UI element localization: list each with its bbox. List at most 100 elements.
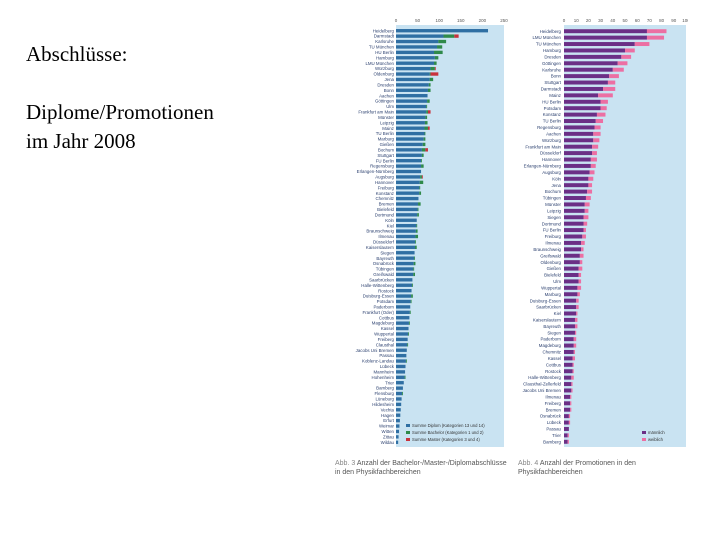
- bar-right: [567, 439, 569, 444]
- bar-right: [576, 298, 579, 303]
- category-label-left: TU Berlin: [376, 131, 395, 136]
- category-label-left: Mannheim: [374, 369, 395, 374]
- bar-right: [570, 394, 572, 399]
- bar-left: [415, 245, 417, 250]
- category-label-right: Ilmenau: [545, 394, 561, 399]
- category-label-right: Münster: [545, 202, 561, 207]
- bar-left: [421, 148, 426, 152]
- bar-right: [564, 42, 635, 47]
- bar-right: [576, 311, 578, 316]
- category-label-left: Bielefeld: [377, 207, 394, 212]
- category-label-left: Wuppertal: [374, 332, 394, 337]
- category-label-left: Lübeck: [380, 364, 395, 369]
- category-label-left: Trier: [385, 380, 394, 385]
- bar-left: [427, 110, 431, 114]
- bar-left: [396, 256, 415, 260]
- category-label-right: Wuppertal: [541, 285, 561, 290]
- category-label-left: Kaiserslautern: [366, 245, 395, 250]
- bar-right: [572, 369, 574, 374]
- bar-right: [564, 292, 578, 297]
- category-label-right: Ilmenau: [545, 241, 561, 246]
- bar-right: [574, 317, 578, 322]
- bar-right: [570, 407, 572, 412]
- bar-right: [646, 29, 667, 34]
- category-label-left: Jacobs Uni Bremen: [356, 348, 395, 353]
- bar-right: [564, 189, 588, 194]
- bar-left: [396, 223, 417, 228]
- bar-left: [419, 191, 422, 195]
- bar-right: [568, 414, 571, 419]
- bar-left: [419, 186, 421, 190]
- category-label-right: HU Berlin: [542, 99, 561, 104]
- category-label-left: Köln: [385, 218, 394, 223]
- category-label-left: Weimar: [379, 424, 395, 429]
- bar-left: [396, 131, 425, 136]
- slide-title: Abschlüsse: Diplome/Promotionen im Jahr …: [26, 40, 316, 156]
- category-label-right: Freiburg: [545, 234, 562, 239]
- bar-left: [415, 240, 416, 244]
- bar-right: [564, 176, 589, 181]
- bar-right: [564, 157, 591, 162]
- bar-left: [413, 267, 415, 271]
- bar-right: [594, 125, 601, 130]
- bar-right: [564, 125, 595, 130]
- category-label-right: Bamberg: [543, 439, 561, 444]
- bar-left: [411, 294, 413, 298]
- bar-right: [588, 176, 594, 181]
- category-label-right: FU Berlin: [543, 228, 562, 233]
- bar-left: [427, 99, 430, 103]
- bar-right: [564, 433, 568, 438]
- bar-left: [396, 72, 430, 76]
- bar-left: [438, 39, 447, 44]
- bar-left: [396, 121, 425, 125]
- category-label-right: Duisburg-Essen: [530, 298, 562, 303]
- category-label-left: Bremen: [379, 202, 395, 207]
- category-label-right: Ulm: [553, 279, 561, 284]
- bar-right: [564, 317, 575, 322]
- category-label-left: Hildesheim: [372, 402, 394, 407]
- category-label-left: Rostock: [378, 288, 395, 293]
- category-label-left: Witten: [382, 429, 395, 434]
- bar-left: [396, 245, 416, 250]
- bar-right: [564, 401, 571, 406]
- bar-left: [396, 288, 412, 293]
- category-label-left: Stuttgart: [377, 153, 394, 158]
- bar-left: [437, 45, 443, 49]
- bar-right: [564, 349, 574, 354]
- category-label-left: Regensburg: [370, 164, 394, 169]
- bar-right: [564, 343, 574, 348]
- bar-right: [598, 93, 613, 98]
- category-label-right: Bayreuth: [543, 324, 561, 329]
- category-label-right: Hannover: [542, 157, 562, 162]
- category-label-right: Würzburg: [542, 138, 562, 143]
- category-label-right: Dresden: [544, 54, 561, 59]
- bar-left: [426, 110, 428, 114]
- category-label-left: LMU München: [365, 61, 394, 66]
- bar-right: [582, 234, 586, 239]
- bar-right: [600, 99, 608, 104]
- category-label-left: Paderborn: [373, 305, 394, 310]
- category-label-left: Hagen: [381, 413, 394, 418]
- category-label-left: Ulm: [386, 104, 394, 109]
- x-tick-label-right: 90: [671, 18, 677, 23]
- bar-right: [564, 298, 577, 303]
- bar-right: [564, 144, 593, 149]
- category-label-right: Rostock: [545, 369, 562, 374]
- bar-right: [583, 215, 589, 220]
- bar-right: [579, 260, 583, 265]
- bar-right: [564, 330, 575, 335]
- bar-right: [564, 74, 610, 79]
- bar-right: [564, 369, 573, 374]
- category-label-right: Göttingen: [542, 61, 562, 66]
- x-tick-label-right: 60: [635, 18, 641, 23]
- bar-left: [434, 66, 436, 71]
- bar-right: [571, 382, 573, 387]
- bar-right: [564, 253, 580, 258]
- category-label-left: Ilmenau: [378, 234, 394, 239]
- bar-right: [573, 343, 577, 348]
- legend-label-left: Summe Master (Kategorien 3 und 4): [412, 437, 480, 442]
- bar-right: [564, 163, 591, 168]
- category-label-left: Tübingen: [376, 267, 395, 272]
- category-label-right: Oldenburg: [540, 260, 561, 265]
- scanned-figure: 0 50 100 150 200 250 Heidelberg Darmstadt Karlsr…: [334, 15, 688, 481]
